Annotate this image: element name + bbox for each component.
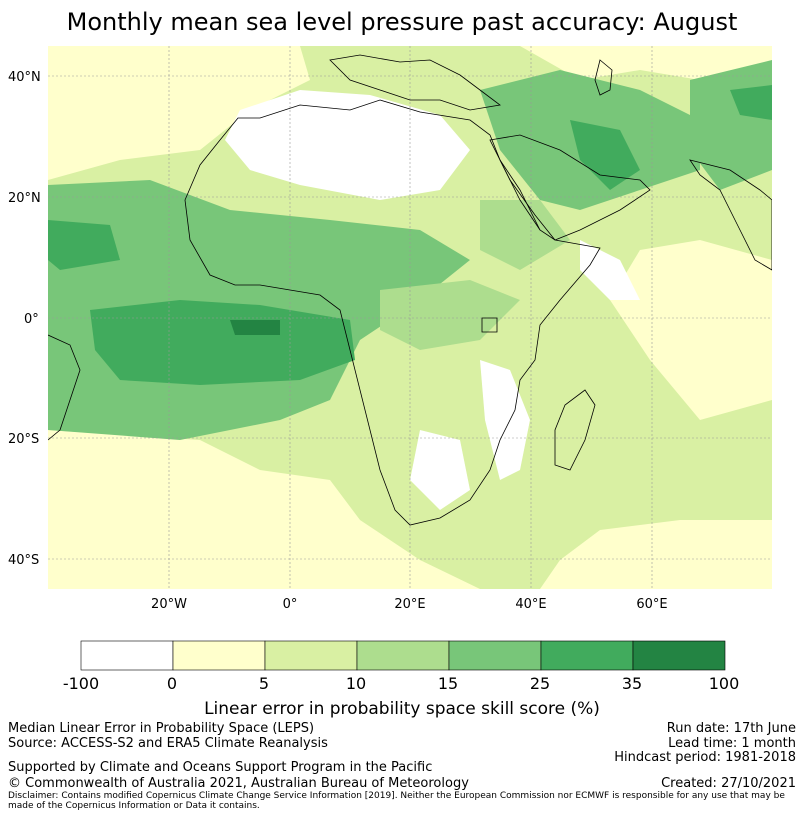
lat-label: 20°S bbox=[8, 432, 39, 447]
map-figure: 40°N 20°N 0° 20°S 40°S 20°W 0° 20°E 40°E… bbox=[8, 46, 772, 612]
caspian-coastline bbox=[594, 59, 613, 96]
skill-region bbox=[730, 85, 772, 120]
colorbar bbox=[80, 640, 726, 671]
skill-region bbox=[580, 240, 640, 300]
lake-victoria-coastline bbox=[481, 317, 498, 333]
lat-label: 0° bbox=[24, 312, 39, 327]
lon-label: 0° bbox=[283, 597, 298, 612]
south-america-coastline bbox=[48, 334, 81, 441]
footer-hindcast: Hindcast period: 1981-2018 bbox=[614, 750, 796, 765]
africa-coastline bbox=[184, 99, 601, 526]
colorbar-tick: 15 bbox=[437, 674, 459, 693]
colorbar-segment bbox=[540, 640, 634, 671]
lat-label: 20°N bbox=[8, 191, 41, 206]
india-coastline bbox=[689, 159, 772, 271]
colorbar-segment bbox=[264, 640, 358, 671]
lat-label: 40°S bbox=[8, 553, 39, 568]
footer-source: Source: ACCESS-S2 and ERA5 Climate Reana… bbox=[8, 736, 328, 751]
skill-region bbox=[230, 320, 280, 335]
footer-run-date: Run date: 17th June bbox=[666, 721, 796, 736]
red-sea-coastline bbox=[499, 159, 541, 231]
skill-region bbox=[540, 520, 772, 589]
skill-region bbox=[225, 90, 470, 200]
footer-support: Supported by Climate and Oceans Support … bbox=[8, 760, 433, 775]
footer-leps: Median Linear Error in Probability Space… bbox=[8, 721, 315, 736]
lon-label: 60°E bbox=[636, 597, 667, 612]
madagascar-coastline bbox=[554, 389, 596, 471]
colorbar-tick: 100 bbox=[708, 674, 740, 693]
footer-created: Created: 27/10/2021 bbox=[661, 776, 796, 791]
map-area bbox=[48, 46, 772, 589]
colorbar-tick: -100 bbox=[62, 674, 100, 693]
gridlines bbox=[48, 46, 772, 589]
colorbar-tick: 0 bbox=[166, 674, 178, 693]
skill-region bbox=[480, 360, 530, 480]
europe-coastline bbox=[329, 54, 501, 111]
colorbar-segment bbox=[356, 640, 450, 671]
colorbar-segment bbox=[172, 640, 266, 671]
skill-region bbox=[48, 220, 120, 270]
lon-label: 20°W bbox=[151, 597, 187, 612]
map-title: Monthly mean sea level pressure past acc… bbox=[66, 8, 738, 36]
skill-region bbox=[610, 240, 772, 420]
lon-label: 20°E bbox=[394, 597, 425, 612]
colorbar-tick: 25 bbox=[529, 674, 551, 693]
skill-region bbox=[90, 300, 355, 385]
colorbar-title: Linear error in probability space skill … bbox=[204, 699, 600, 719]
skill-region bbox=[48, 430, 480, 589]
colorbar-tick: 35 bbox=[621, 674, 643, 693]
coastlines bbox=[48, 54, 772, 526]
colorbar-segment bbox=[80, 640, 174, 671]
colorbar-tick: 5 bbox=[258, 674, 270, 693]
lat-label: 40°N bbox=[8, 70, 41, 85]
colorbar-segment bbox=[448, 640, 542, 671]
colorbar-segment bbox=[632, 640, 726, 671]
arabia-coastline bbox=[489, 134, 651, 241]
skill-region bbox=[48, 46, 310, 180]
footer-copyright: © Commonwealth of Australia 2021, Austra… bbox=[8, 776, 469, 791]
footer-disclaimer: Disclaimer: Contains modified Copernicus… bbox=[8, 791, 785, 811]
skill-region bbox=[480, 200, 570, 270]
skill-region bbox=[380, 280, 520, 350]
skill-region bbox=[410, 430, 470, 510]
skill-region bbox=[570, 120, 640, 190]
lon-label: 40°E bbox=[515, 597, 546, 612]
footer-lead-time: Lead time: 1 month bbox=[668, 736, 796, 751]
colorbar-tick: 10 bbox=[345, 674, 367, 693]
